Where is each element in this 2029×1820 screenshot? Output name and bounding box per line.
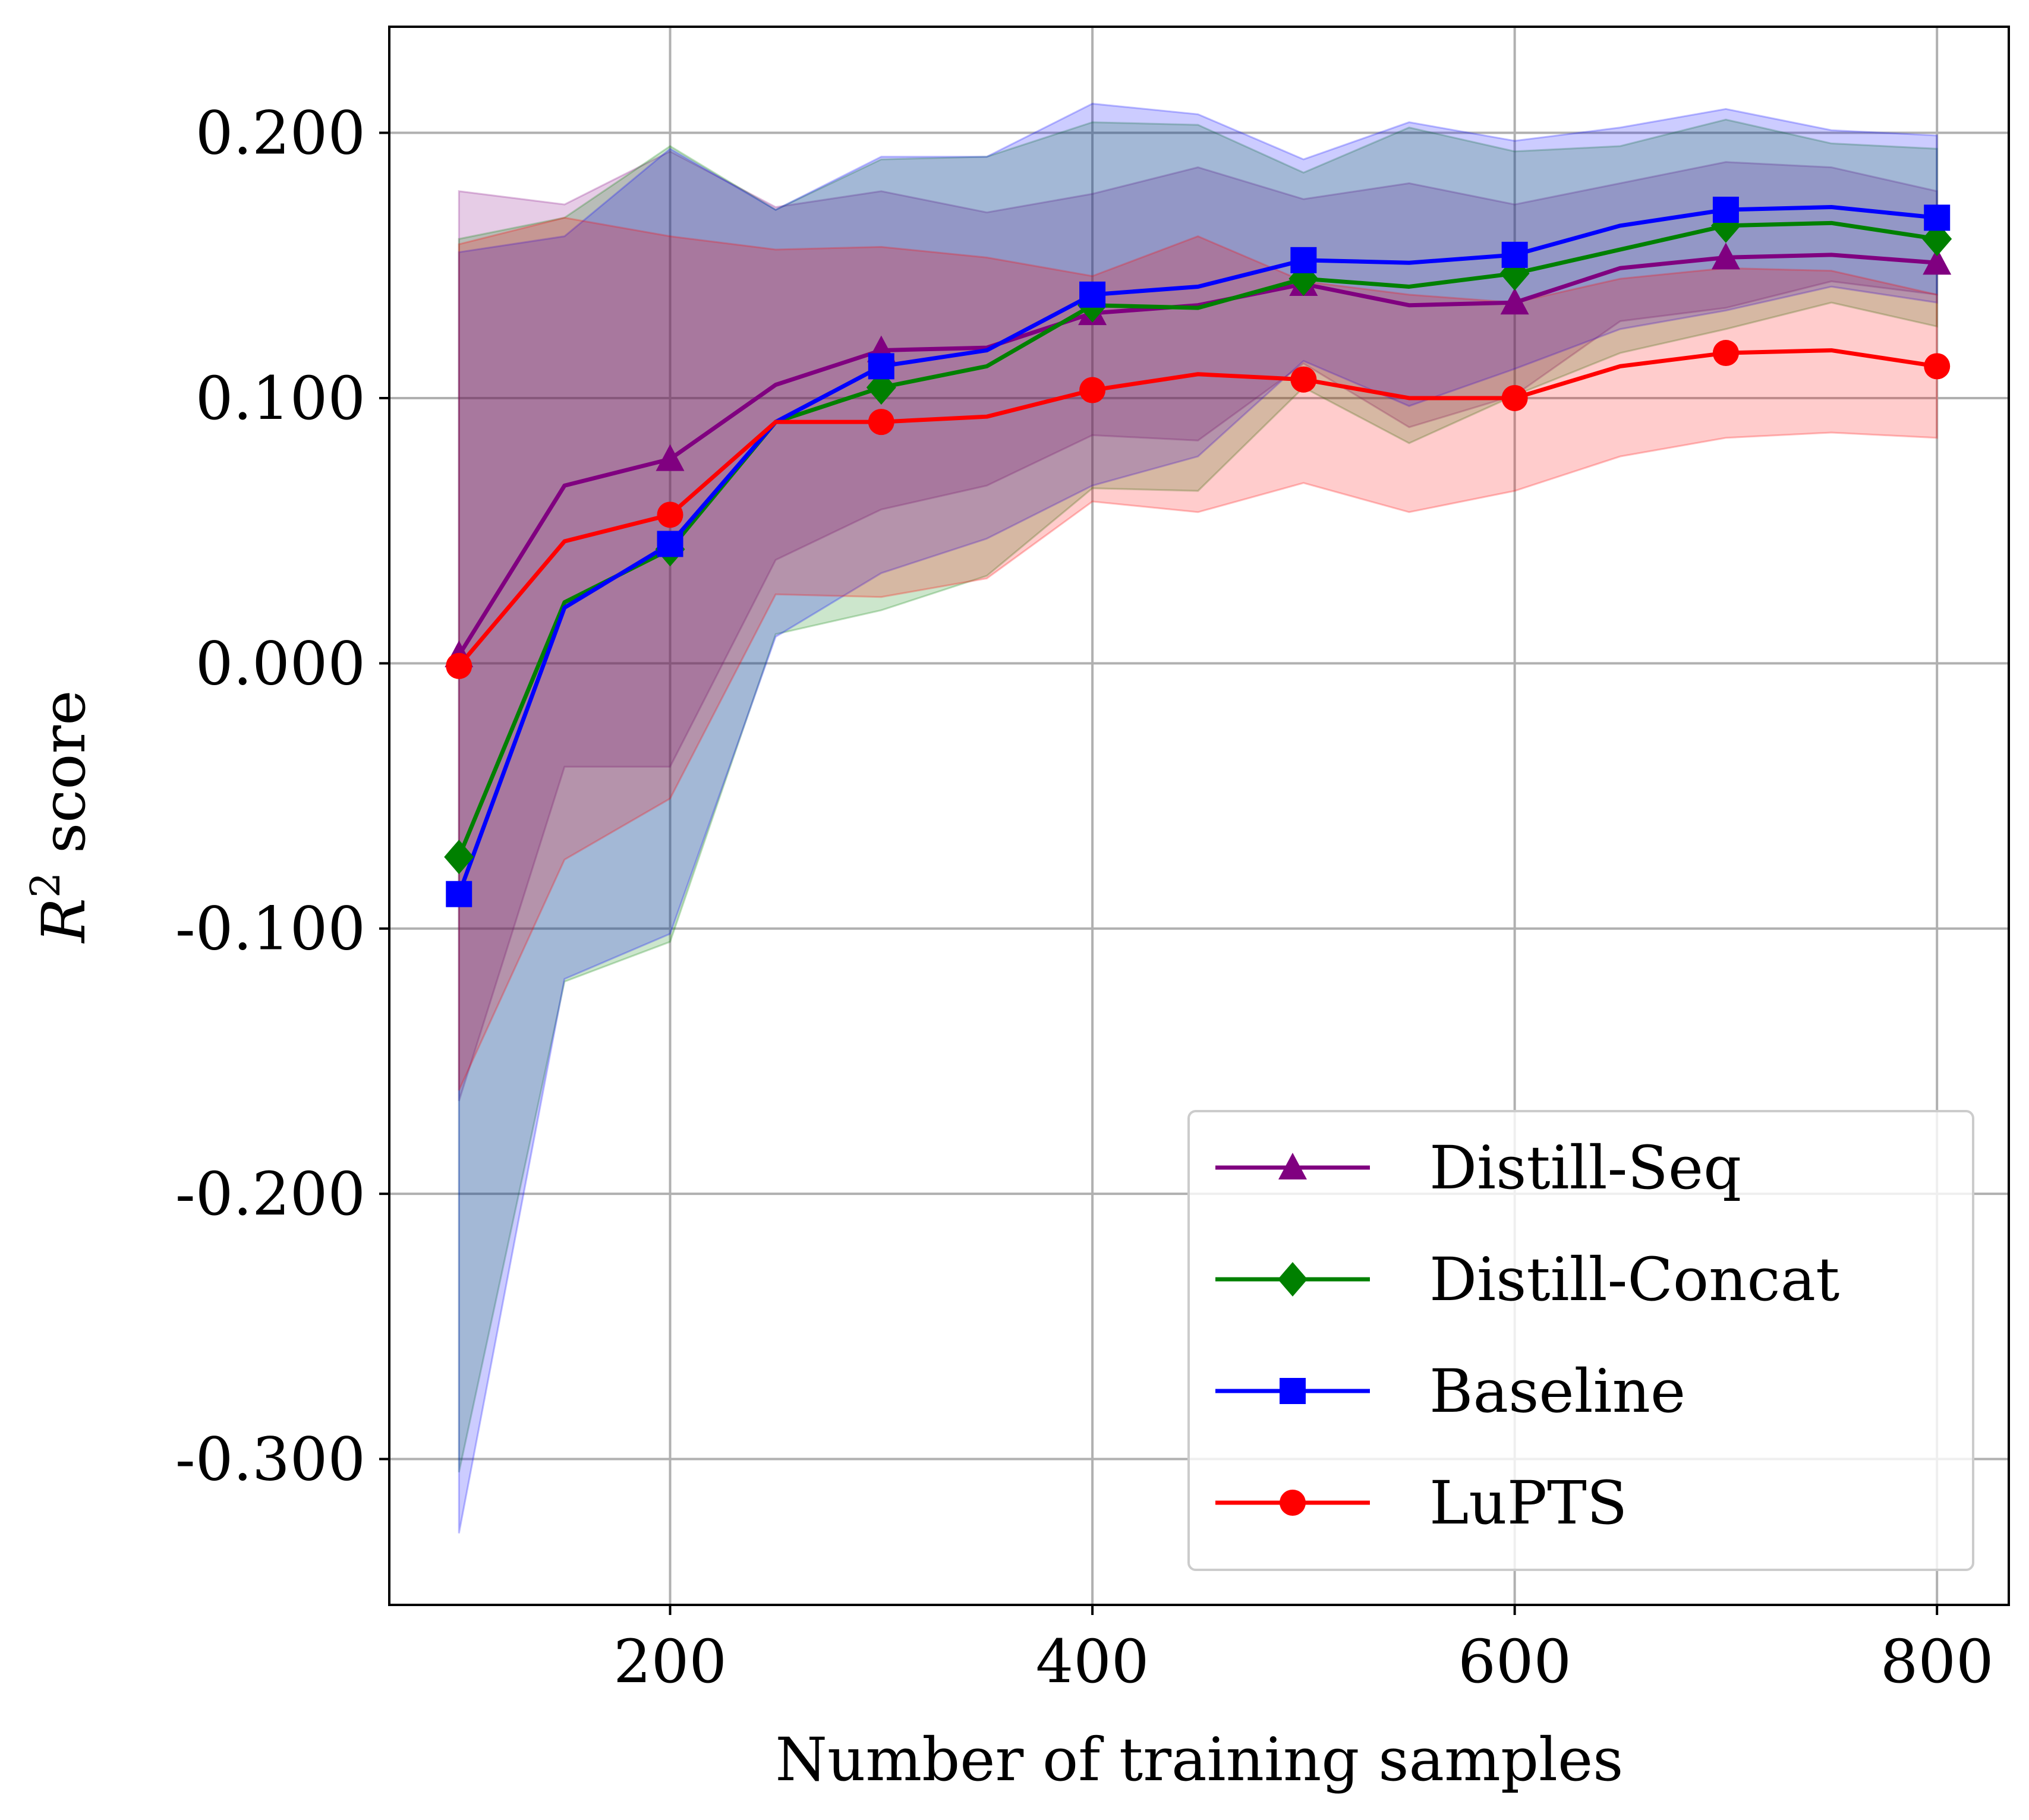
marker-distill-seq xyxy=(656,444,685,471)
legend-marker-distill-seq xyxy=(1278,1153,1307,1179)
legend-marker-distill-concat xyxy=(1278,1262,1307,1297)
line-lupts xyxy=(457,348,1937,668)
series-markers xyxy=(444,197,1952,907)
marker-lupts xyxy=(1290,366,1317,393)
axis-ticks: 200 400 600 800 -0.300 -0.200 -0.100 0.000 0.100… xyxy=(175,99,1994,1696)
series-lines xyxy=(456,205,1937,895)
x-tick-label: 600 xyxy=(1458,1627,1571,1696)
x-axis-title: Number of training samples xyxy=(776,1725,1624,1794)
marker-lupts xyxy=(657,501,683,528)
marker-baseline xyxy=(1924,204,1951,231)
marker-lupts xyxy=(1501,384,1528,411)
confidence-bands xyxy=(458,102,1938,1534)
marker-baseline xyxy=(1501,241,1528,268)
legend: Distill-Seq Distill-Concat Baseline LuPTS xyxy=(1187,1110,1974,1571)
marker-lupts xyxy=(446,652,472,679)
y-tick-label: -0.300 xyxy=(175,1424,366,1494)
legend-label-distill-concat: Distill-Concat xyxy=(1429,1245,1839,1314)
marker-lupts xyxy=(1079,377,1106,403)
legend-box xyxy=(1187,1110,1974,1571)
marker-lupts xyxy=(868,409,894,436)
marker-baseline xyxy=(1290,247,1317,273)
line-distill-concat xyxy=(457,220,1937,858)
marker-distill-concat xyxy=(444,840,474,875)
y-tick-label: 0.200 xyxy=(196,99,366,168)
y-tick-label: -0.100 xyxy=(175,894,366,964)
x-tick-label: 200 xyxy=(613,1627,727,1696)
marker-distill-seq xyxy=(1923,248,1952,275)
band-lupts xyxy=(458,216,1938,1091)
marker-distill-seq xyxy=(1500,288,1529,315)
band-baseline xyxy=(458,102,1938,1534)
band-distill-seq xyxy=(458,150,1938,1102)
line-distill-seq xyxy=(457,253,1937,657)
marker-baseline xyxy=(868,353,894,380)
y-tick-label: -0.200 xyxy=(175,1159,366,1229)
legend-marker-lupts xyxy=(1280,1490,1306,1516)
y-axis-title-main: R xyxy=(29,898,99,944)
marker-baseline xyxy=(1079,281,1106,308)
marker-baseline xyxy=(657,531,683,557)
legend-label-baseline: Baseline xyxy=(1429,1357,1685,1426)
y-tick-label: 0.100 xyxy=(196,364,366,433)
x-tick-label: 800 xyxy=(1880,1627,1994,1696)
marker-baseline xyxy=(446,881,472,907)
y-tick-label: 0.000 xyxy=(196,629,366,698)
band-distill-concat xyxy=(458,118,1938,1473)
y-axis-title-superscript: 2 xyxy=(23,872,70,898)
y-axis-title-suffix: score xyxy=(29,690,99,872)
marker-lupts xyxy=(1712,340,1739,367)
legend-label-distill-seq: Distill-Seq xyxy=(1429,1133,1741,1203)
line-baseline xyxy=(456,205,1937,895)
marker-distill-seq xyxy=(1711,242,1740,270)
x-tick-label: 400 xyxy=(1036,1627,1149,1696)
legend-marker-baseline xyxy=(1280,1378,1306,1404)
plot-frame xyxy=(388,26,2010,1606)
legend-label-lupts: LuPTS xyxy=(1429,1468,1627,1538)
marker-lupts xyxy=(1924,353,1951,380)
y-axis-title: R2 score xyxy=(23,690,99,944)
marker-baseline xyxy=(1712,197,1739,223)
